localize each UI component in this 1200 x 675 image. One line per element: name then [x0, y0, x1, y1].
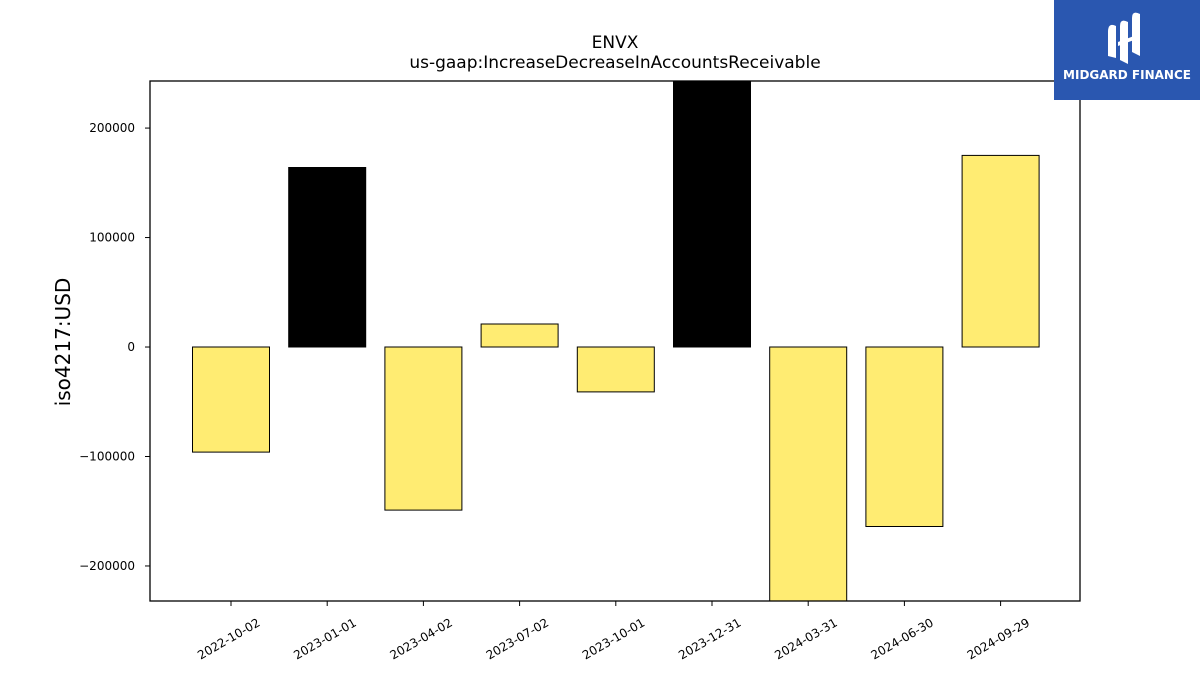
bar-2023-12-31: [673, 80, 751, 348]
x-tick-label: 2023-12-31: [676, 615, 743, 662]
y-tick-label: −100000: [79, 449, 135, 463]
chart-title: ENVX: [592, 33, 639, 53]
plot-frame: [149, 80, 1081, 602]
bar-2024-03-31: [769, 346, 848, 602]
bar-2024-06-30: [865, 346, 944, 527]
x-tick-label: 2024-09-29: [965, 615, 1032, 662]
x-tick-label: 2024-06-30: [868, 615, 935, 662]
x-tick-label: 2022-10-02: [195, 615, 262, 662]
x-tick-label: 2023-07-02: [484, 615, 551, 662]
bar-2023-07-02: [480, 323, 559, 348]
x-tick-label: 2023-10-01: [580, 615, 647, 662]
y-tick-label: −200000: [79, 559, 135, 573]
y-tick-label: 0: [127, 340, 135, 354]
chart-subtitle: us-gaap:IncreaseDecreaseInAccountsReceiv…: [409, 53, 820, 73]
bars-group: [192, 80, 1040, 602]
logo-text: MIDGARD FINANCE: [1063, 68, 1191, 82]
y-tick-label: 200000: [89, 121, 135, 135]
y-tick-label: 100000: [89, 231, 135, 245]
x-tick-label: 2023-04-02: [387, 615, 454, 662]
bar-2023-01-01: [288, 167, 367, 348]
x-axis-ticks: 2022-10-02 2023-01-01 2023-04-02 2023-07-02…: [195, 601, 1032, 662]
brand-logo: MIDGARD FINANCE: [1054, 0, 1200, 100]
bar-2023-04-02: [384, 346, 463, 511]
bar-2023-10-01: [576, 346, 655, 393]
x-tick-label: 2023-01-01: [291, 615, 358, 662]
y-axis-ticks: −200000 −100000 0 100000 200000: [79, 121, 150, 573]
x-tick-label: 2024-03-31: [772, 615, 839, 662]
bar-2024-09-29: [961, 154, 1040, 348]
logo-mark-icon: [1108, 12, 1140, 65]
y-axis-label: iso4217:USD: [51, 278, 75, 407]
bar-2022-10-02: [192, 346, 270, 453]
